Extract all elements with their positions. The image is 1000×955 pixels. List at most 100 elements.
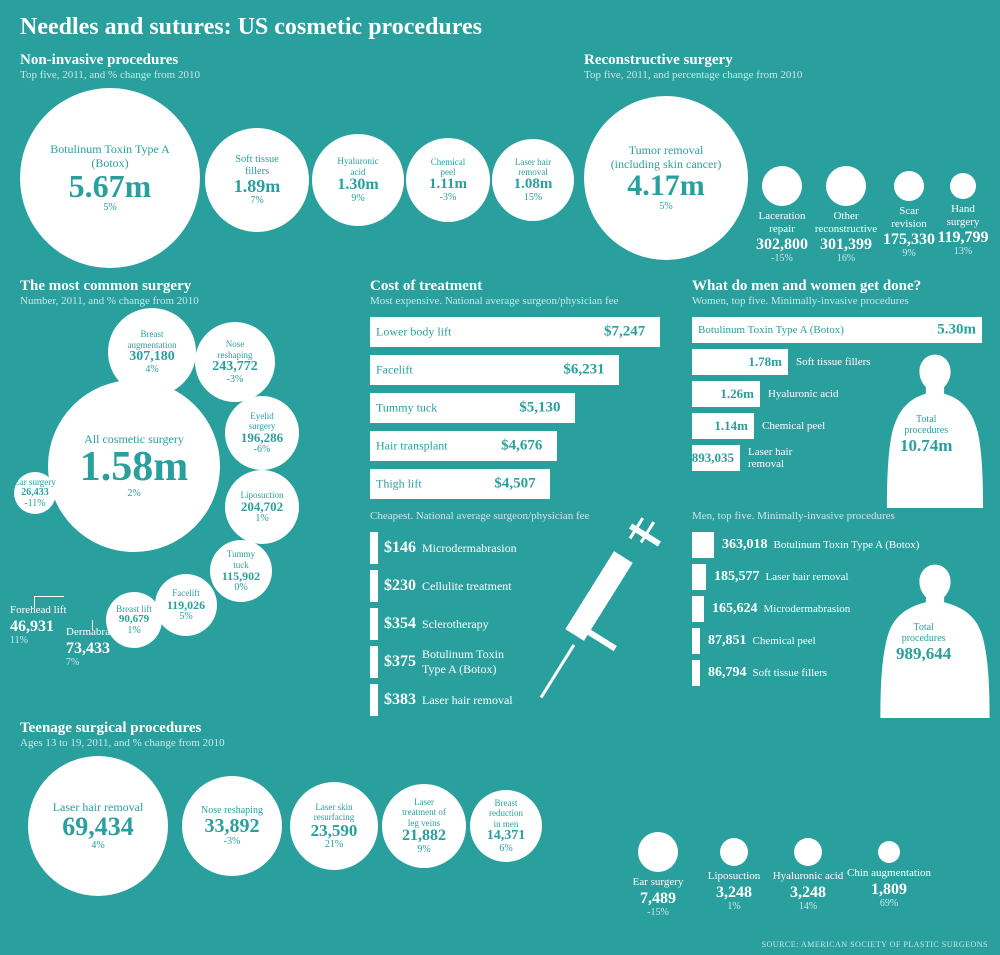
data-circle: Laser hair removal69,4344% (28, 756, 168, 896)
bar-label: Chemical peel (762, 420, 825, 432)
circle-pct: 5% (103, 202, 116, 213)
price: $354 (384, 615, 416, 633)
circle-value: 1.30m (337, 177, 378, 193)
section-teenage: Teenage surgical procedures Ages 13 to 1… (20, 720, 225, 749)
circle-label: Tumor removal (including skin cancer) (611, 144, 722, 172)
circle-label: Eyelid surgery (249, 411, 276, 432)
circle-pct: -11% (24, 498, 45, 509)
name: Botulinum Toxin Type A (Botox) (422, 647, 504, 677)
circle-pct: -3% (227, 374, 244, 385)
circle-pct: 15% (524, 192, 542, 203)
bar-label: Soft tissue fillers (753, 667, 828, 679)
name: Sclerotherapy (422, 617, 489, 632)
circle-value: 14,371 (487, 829, 526, 843)
circle-value: 1.08m (514, 177, 553, 192)
common-surgery-sub: Number, 2011, and % change from 2010 (20, 295, 199, 307)
circle-label: Laser hair removal (515, 157, 551, 178)
bar-label: Chemical peel (753, 635, 816, 647)
bar-label: Botulinum Toxin Type A (Botox) (774, 539, 920, 551)
circle-value: 90,679 (119, 614, 149, 625)
circle-pct: 2% (127, 488, 140, 499)
circle-caption: Chin augmentation1,80969% (839, 867, 939, 909)
circle-value: 204,702 (241, 500, 283, 513)
women-bar-row: Botulinum Toxin Type A (Botox)5.30m (692, 317, 992, 343)
cost-bar-row: Lower body lift$7,247 (370, 317, 670, 347)
circle-pct: -6% (254, 444, 271, 455)
bar-value: 185,577 (714, 569, 760, 585)
bar-value: 1.26m (720, 386, 754, 402)
circle-value: 243,772 (212, 360, 258, 374)
circle-value: 1.11m (429, 177, 467, 192)
bar-value: $7,247 (604, 324, 645, 341)
data-circle: All cosmetic surgery1.58m2% (48, 380, 220, 552)
circle-value: 23,590 (311, 822, 358, 839)
data-circle (894, 171, 924, 201)
bar-label: Tummy tuck (376, 401, 437, 416)
men-sub: Men, top five. Minimally-invasive proced… (692, 510, 992, 522)
circle-value: 119,026 (167, 599, 205, 611)
data-circle: Tumor removal (including skin cancer)4.1… (584, 96, 748, 260)
section-non-invasive: Non-invasive procedures Top five, 2011, … (20, 52, 200, 81)
data-circle (794, 838, 822, 866)
non-invasive-sub: Top five, 2011, and % change from 2010 (20, 69, 200, 81)
circle-pct: -3% (224, 836, 241, 847)
data-circle: Hyaluronic acid1.30m9% (312, 134, 404, 226)
bar-label: Laser hair removal (766, 571, 849, 583)
circle-pct: 1% (255, 513, 268, 524)
data-circle (720, 838, 748, 866)
bar-label: Hyaluronic acid (768, 388, 839, 400)
circle-label: Botulinum Toxin Type A (Botox) (50, 143, 170, 171)
bar-value: $5,130 (519, 400, 560, 417)
data-circle: Breast reduction in men14,3716% (470, 790, 542, 862)
circle-caption: Hand surgery119,79913% (913, 203, 1000, 257)
cost-bar-row: Hair transplant$4,676 (370, 431, 670, 461)
circle-value: 21,882 (402, 828, 446, 844)
name: Laser hair removal (422, 693, 513, 708)
source-attribution: SOURCE: AMERICAN SOCIETY OF PLASTIC SURG… (762, 940, 988, 949)
circle-pct: 7% (250, 195, 263, 206)
cost-bar-row: Thigh lift $4,507 (370, 469, 670, 499)
teenage-sub: Ages 13 to 19, 2011, and % change from 2… (20, 737, 225, 749)
bar-value: $4,507 (494, 476, 535, 493)
circle-value: 115,902 (222, 570, 260, 582)
price: $383 (384, 691, 416, 709)
bar-label: Soft tissue fillers (796, 356, 871, 368)
circle-pct: 5% (179, 611, 192, 622)
data-circle: Facelift119,0265% (155, 574, 217, 636)
circle-value: 69,434 (62, 814, 134, 840)
circle-value: 196,286 (241, 431, 283, 444)
women-sub: Women, top five. Minimally-invasive proc… (692, 295, 992, 307)
bar-label: Thigh lift (376, 477, 422, 492)
section-reconstructive: Reconstructive surgery Top five, 2011, a… (584, 52, 802, 81)
teenage-title: Teenage surgical procedures (20, 720, 225, 737)
data-circle (950, 173, 976, 199)
reconstructive-title: Reconstructive surgery (584, 52, 802, 69)
name: Cellulite treatment (422, 579, 512, 594)
bar-value: 1.14m (714, 418, 748, 434)
price: $230 (384, 577, 416, 595)
bar-value: 893,035 (692, 450, 734, 466)
data-circle: Laser hair removal1.08m15% (492, 139, 574, 221)
circle-pct: -3% (440, 192, 457, 203)
bar-label: Hair transplant (376, 439, 448, 454)
data-circle: Eyelid surgery196,286-6% (225, 396, 299, 470)
circle-label: Laser skin resurfacing (314, 802, 354, 823)
bar-label: Laser hair removal (748, 446, 792, 470)
outside-label: Dermabrasion73,4337% (66, 626, 146, 668)
circle-label: Laser treatment of leg veins (402, 797, 446, 828)
circle-label: Tummy tuck (227, 549, 255, 570)
cost-sub: Most expensive. National average surgeon… (370, 295, 670, 307)
data-circle: Ear surgery26,433-11% (14, 472, 56, 514)
data-circle (762, 166, 802, 206)
data-circle: Tummy tuck115,9020% (210, 540, 272, 602)
circle-label: Chemical peel (431, 157, 466, 178)
circle-label: Breast reduction in men (489, 798, 523, 829)
circle-value: 5.67m (69, 170, 152, 202)
circle-label: Soft tissue fillers (235, 154, 279, 178)
data-circle: Botulinum Toxin Type A (Botox)5.67m5% (20, 88, 200, 268)
bar-value: 363,018 (722, 537, 768, 553)
common-surgery-title: The most common surgery (20, 278, 199, 295)
bar-label: Facelift (376, 363, 413, 378)
circle-value: 26,433 (21, 488, 49, 498)
data-circle: Soft tissue fillers1.89m7% (205, 128, 309, 232)
